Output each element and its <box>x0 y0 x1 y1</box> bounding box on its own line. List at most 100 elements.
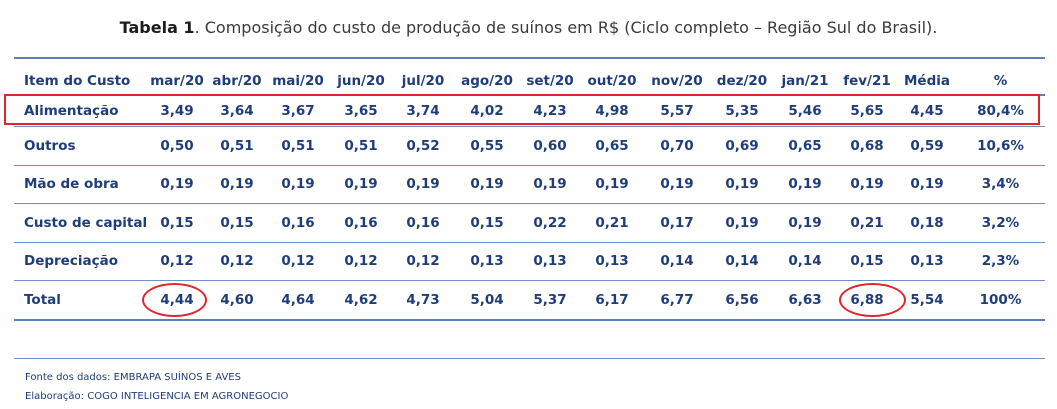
top-rule <box>14 57 1045 59</box>
table-cell: 3,74 <box>392 94 454 127</box>
cost-table: Item do Custo mar/20 abr/20 mai/20 jun/2… <box>14 68 1045 321</box>
table-cell: 0,19 <box>266 164 330 204</box>
table-row: Outros 0,50 0,51 0,51 0,51 0,52 0,55 0,6… <box>14 126 1045 165</box>
table-cell: 0,13 <box>520 241 580 281</box>
table-cell: 6,63 <box>774 280 836 321</box>
table-row: Depreciação 0,12 0,12 0,12 0,12 0,12 0,1… <box>14 241 1045 281</box>
column-header: out/20 <box>587 73 637 89</box>
table-cell: 3,64 <box>208 94 266 127</box>
row-label: Depreciação <box>14 241 146 281</box>
column-header: jan/21 <box>781 73 829 89</box>
column-header: nov/20 <box>651 73 703 89</box>
table-cell: 0,13 <box>454 241 520 281</box>
table-cell: 5,35 <box>710 94 774 127</box>
table-cell: 5,65 <box>836 94 898 127</box>
header-row: Item do Custo mar/20 abr/20 mai/20 jun/2… <box>14 68 1045 95</box>
table-cell: 0,14 <box>644 241 710 281</box>
column-header: jun/20 <box>337 73 385 89</box>
table-cell: 0,21 <box>580 203 644 242</box>
table-cell: 0,22 <box>520 203 580 242</box>
column-header: mar/20 <box>150 73 204 89</box>
column-header: % <box>993 73 1008 89</box>
table-cell: 0,16 <box>392 203 454 242</box>
column-header: mai/20 <box>272 73 324 89</box>
row-label: Total <box>14 280 146 321</box>
table-cell: 4,02 <box>454 94 520 127</box>
table-cell: 0,51 <box>330 126 392 165</box>
table-cell: 5,37 <box>520 280 580 321</box>
table-cell: 0,50 <box>146 126 208 165</box>
row-label: Mão de obra <box>14 164 146 204</box>
table-cell: 0,15 <box>208 203 266 242</box>
column-header: dez/20 <box>716 73 768 89</box>
table-cell: 6,56 <box>710 280 774 321</box>
table-cell: 0,12 <box>330 241 392 281</box>
table-row: Mão de obra 0,19 0,19 0,19 0,19 0,19 0,1… <box>14 164 1045 204</box>
table-cell: 0,19 <box>898 164 956 204</box>
highlight-row-box <box>4 94 1040 125</box>
table-cell: 0,14 <box>774 241 836 281</box>
footer-source: Fonte dos dados: EMBRAPA SUÍNOS E AVES <box>25 372 241 383</box>
table-cell: 0,65 <box>774 126 836 165</box>
table-cell: 0,15 <box>836 241 898 281</box>
table-cell: 5,54 <box>898 280 956 321</box>
table-cell: 0,19 <box>330 164 392 204</box>
table-cell: 4,62 <box>330 280 392 321</box>
table-cell: 10,6% <box>956 126 1045 165</box>
table-cell: 0,19 <box>710 203 774 242</box>
footer-rule <box>14 358 1045 359</box>
table-cell: 0,69 <box>710 126 774 165</box>
table-cell: 0,13 <box>898 241 956 281</box>
table-cell: 3,2% <box>956 203 1045 242</box>
table-cell: 6,77 <box>644 280 710 321</box>
table-cell: 0,51 <box>208 126 266 165</box>
table-cell: 0,14 <box>710 241 774 281</box>
table-row: Custo de capital 0,15 0,15 0,16 0,16 0,1… <box>14 203 1045 242</box>
table-cell: 0,19 <box>580 164 644 204</box>
table-cell: 0,59 <box>898 126 956 165</box>
table-cell: 0,12 <box>266 241 330 281</box>
column-header: ago/20 <box>461 73 513 89</box>
table-cell: 0,19 <box>710 164 774 204</box>
table-cell: 0,15 <box>146 203 208 242</box>
table-caption: Tabela 1. Composição do custo de produçã… <box>0 18 1057 37</box>
table-cell: 0,19 <box>146 164 208 204</box>
table-cell: 4,64 <box>266 280 330 321</box>
table-cell: 6,17 <box>580 280 644 321</box>
table-cell: 0,19 <box>454 164 520 204</box>
table-cell: 0,13 <box>580 241 644 281</box>
table-cell: 100% <box>956 280 1045 321</box>
column-header: Item do Custo <box>24 73 131 89</box>
table-cell: 5,46 <box>774 94 836 127</box>
table-cell: 0,19 <box>774 164 836 204</box>
row-label: Alimentação <box>14 94 146 127</box>
table-cell: 0,15 <box>454 203 520 242</box>
table-row: Total 4,44 4,60 4,64 4,62 4,73 5,04 5,37… <box>14 280 1045 321</box>
table-cell: 0,16 <box>266 203 330 242</box>
table-cell: 5,04 <box>454 280 520 321</box>
column-header: Média <box>904 73 950 89</box>
highlight-circle-last-total <box>839 283 906 317</box>
table-cell: 0,70 <box>644 126 710 165</box>
table-cell: 0,65 <box>580 126 644 165</box>
table-cell: 0,19 <box>208 164 266 204</box>
column-header: set/20 <box>526 73 574 89</box>
table-cell: 0,19 <box>644 164 710 204</box>
table-cell: 0,12 <box>146 241 208 281</box>
row-label: Custo de capital <box>14 203 147 242</box>
table-cell: 0,12 <box>208 241 266 281</box>
table-cell: 0,55 <box>454 126 520 165</box>
table-cell: 0,52 <box>392 126 454 165</box>
table-cell: 0,60 <box>520 126 580 165</box>
table-cell: 0,21 <box>836 203 898 242</box>
table-cell: 0,16 <box>330 203 392 242</box>
column-header: abr/20 <box>212 73 262 89</box>
table-cell: 4,60 <box>208 280 266 321</box>
column-header: jul/20 <box>401 73 445 89</box>
table-cell: 0,12 <box>392 241 454 281</box>
highlight-circle-first-total <box>142 283 207 317</box>
column-header: fev/21 <box>843 73 891 89</box>
table-cell: 2,3% <box>956 241 1045 281</box>
table-cell: 0,19 <box>392 164 454 204</box>
caption-label: Tabela 1 <box>119 18 195 37</box>
